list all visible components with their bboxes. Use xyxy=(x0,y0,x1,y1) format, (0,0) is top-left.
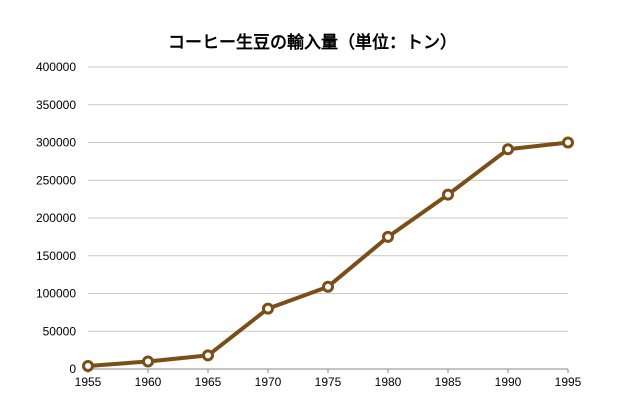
series-line xyxy=(86,140,570,368)
data-point xyxy=(382,230,394,243)
y-tick-label: 0 xyxy=(69,362,76,376)
data-point xyxy=(262,302,274,315)
data-point xyxy=(322,280,334,293)
series xyxy=(82,136,574,372)
x-tick-label: 1970 xyxy=(255,375,282,389)
x-tick-labels: 1955 1960 1965 1970 1975 1980 1985 1990 1995 xyxy=(75,375,582,389)
x-tick-label: 1995 xyxy=(555,375,582,389)
chart-title: コーヒー生豆の輸入量（単位：トン） xyxy=(168,33,457,53)
x-tick-label: 1960 xyxy=(135,375,162,389)
y-tick-label: 200000 xyxy=(36,211,76,225)
y-tick-label: 250000 xyxy=(36,173,76,187)
x-tick-label: 1990 xyxy=(495,375,522,389)
y-tick-label: 300000 xyxy=(36,136,76,150)
data-point xyxy=(202,349,214,362)
y-tick-label: 100000 xyxy=(36,287,76,301)
y-tick-label: 350000 xyxy=(36,98,76,112)
y-tick-label: 400000 xyxy=(36,60,76,74)
y-tick-label: 150000 xyxy=(36,249,76,263)
x-tick-label: 1955 xyxy=(75,375,102,389)
data-point xyxy=(142,355,154,368)
data-point xyxy=(562,136,574,149)
x-tick-label: 1985 xyxy=(435,375,462,389)
x-tick-label: 1965 xyxy=(195,375,222,389)
x-tick-label: 1975 xyxy=(315,375,342,389)
x-tick-label: 1980 xyxy=(375,375,402,389)
y-tick-labels: 0 50000 100000 150000 200000 250000 300000 3500… xyxy=(36,60,76,376)
axes xyxy=(87,368,569,373)
y-tick-label: 50000 xyxy=(43,324,77,338)
data-point xyxy=(502,143,514,156)
gridlines xyxy=(88,66,568,332)
data-point xyxy=(442,188,454,201)
data-point xyxy=(82,359,94,372)
